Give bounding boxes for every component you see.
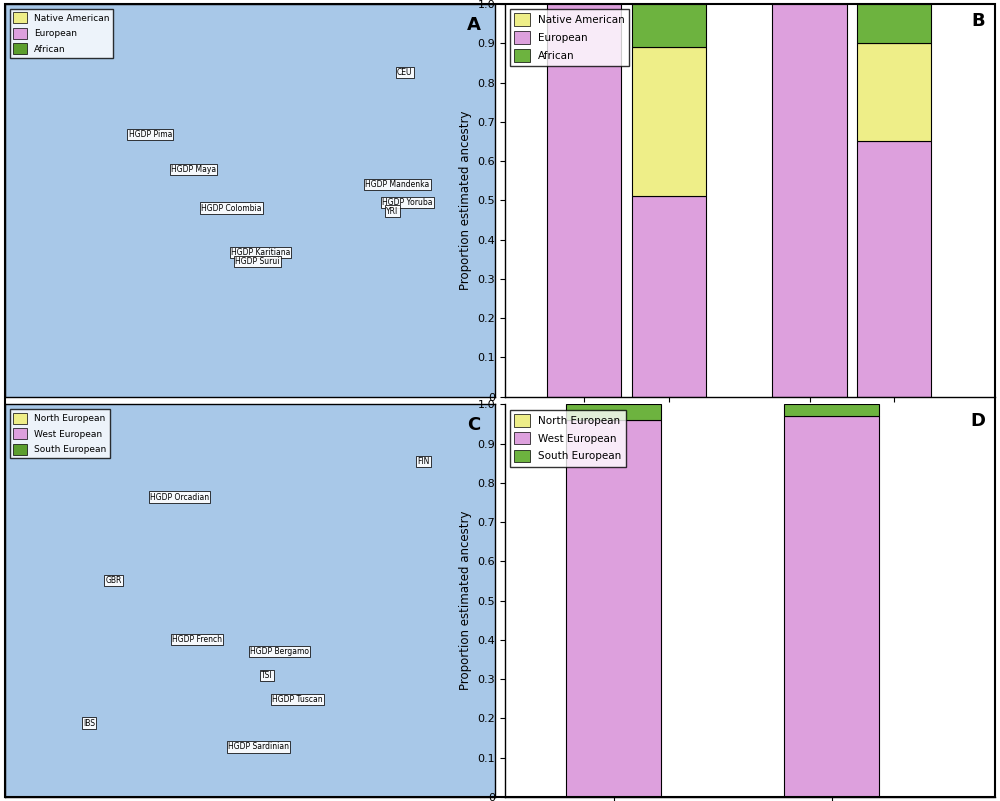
Text: HGDP Orcadian: HGDP Orcadian: [150, 493, 209, 501]
Bar: [566, 421, 661, 797]
Y-axis label: Proportion estimated ancestry: Proportion estimated ancestry: [459, 111, 472, 290]
Text: C: C: [467, 417, 480, 434]
Bar: [566, 405, 661, 421]
Bar: [784, 417, 879, 797]
Text: TSI: TSI: [261, 671, 273, 680]
Bar: [632, 196, 706, 396]
Text: HGDP Colombia: HGDP Colombia: [201, 203, 262, 212]
Text: HGDP Tuscan: HGDP Tuscan: [272, 694, 323, 704]
Text: MULTIMIX: MULTIMIX: [822, 483, 882, 496]
Text: FIN: FIN: [417, 457, 430, 466]
Legend: Native American, European, African: Native American, European, African: [510, 10, 629, 66]
Text: A: A: [467, 16, 480, 34]
Bar: [784, 405, 879, 417]
Bar: [857, 142, 931, 396]
Bar: [857, 43, 931, 142]
Text: HGDP Yoruba: HGDP Yoruba: [382, 198, 433, 207]
Bar: [632, 47, 706, 196]
Text: HGDP Bergamo: HGDP Bergamo: [250, 647, 309, 656]
Text: HGDP French: HGDP French: [172, 635, 222, 644]
Text: HGDP Surui: HGDP Surui: [235, 257, 280, 266]
Text: D: D: [970, 413, 985, 430]
Bar: [632, 4, 706, 47]
Text: CEU: CEU: [397, 68, 413, 77]
Bar: [857, 4, 931, 43]
Text: HGDP Pima: HGDP Pima: [129, 130, 172, 139]
Text: HGDP Karitiana: HGDP Karitiana: [231, 248, 290, 257]
Legend: Native American, European, African: Native American, European, African: [10, 9, 113, 58]
Bar: [772, 4, 847, 396]
Text: B: B: [972, 12, 985, 30]
Text: HGDP Sardinian: HGDP Sardinian: [228, 743, 289, 751]
Text: HGDP Mandenka: HGDP Mandenka: [365, 180, 429, 189]
Text: IBS: IBS: [83, 718, 95, 727]
Text: HGDP Maya: HGDP Maya: [171, 165, 216, 175]
Legend: North European, West European, South European: North European, West European, South Eur…: [10, 409, 110, 458]
Legend: North European, West European, South European: North European, West European, South Eur…: [510, 409, 626, 466]
Bar: [547, 4, 621, 396]
Text: GBR: GBR: [105, 576, 122, 585]
Text: YRI: YRI: [386, 207, 399, 215]
Y-axis label: Proportion estimated ancestry: Proportion estimated ancestry: [459, 511, 472, 690]
Text: LAMP-LD: LAMP-LD: [599, 483, 654, 496]
